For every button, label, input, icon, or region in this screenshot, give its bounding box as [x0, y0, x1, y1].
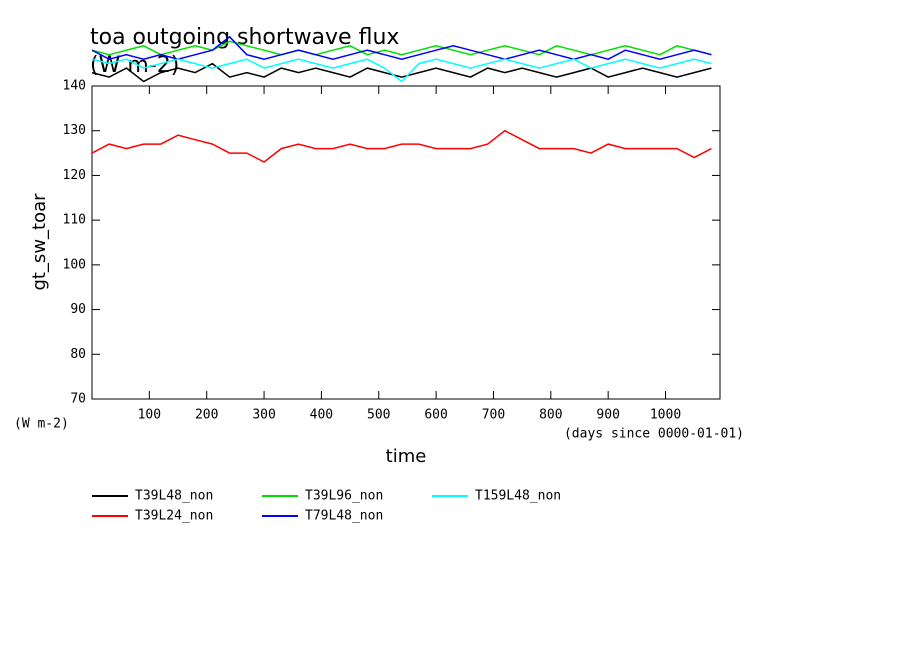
series-line [91, 129, 712, 163]
y-tick-label: 140 [63, 79, 86, 94]
y-axis-label: gt_sw_toar [29, 193, 50, 291]
series-line [91, 58, 712, 83]
x-tick-label: 1000 [650, 408, 681, 423]
series-line [91, 35, 712, 60]
x-axis-label: time [386, 446, 427, 467]
x-tick-label: 600 [424, 408, 447, 423]
x-axis-units: (days since 0000-01-01) [564, 427, 744, 442]
y-tick-label: 130 [63, 123, 86, 138]
legend-label: T39L48_non [135, 489, 213, 504]
legend-label: T39L24_non [135, 509, 213, 524]
x-tick-label: 700 [482, 408, 505, 423]
legend-label: T39L96_non [305, 489, 383, 504]
series-line [91, 62, 712, 83]
y-tick-label: 100 [63, 257, 86, 272]
plot-frame [91, 85, 721, 400]
y-tick-label: 120 [63, 168, 86, 183]
legend-label: T79L48_non [305, 509, 383, 524]
x-tick-label: 300 [252, 408, 275, 423]
y-tick-label: 70 [70, 392, 86, 407]
legend-label: T159L48_non [475, 489, 561, 504]
y-tick-label: 80 [70, 347, 86, 362]
x-tick-label: 900 [596, 408, 619, 423]
series-line [91, 40, 712, 56]
y-tick-label: 90 [70, 302, 86, 317]
x-tick-label: 800 [539, 408, 562, 423]
x-tick-label: 400 [310, 408, 333, 423]
y-tick-label: 110 [63, 213, 86, 228]
x-tick-label: 500 [367, 408, 390, 423]
x-tick-label: 200 [195, 408, 218, 423]
x-tick-label: 100 [138, 408, 161, 423]
chart-title: toa outgoing shortwave flux [90, 25, 399, 50]
y-axis-units: (W m-2) [14, 417, 69, 432]
